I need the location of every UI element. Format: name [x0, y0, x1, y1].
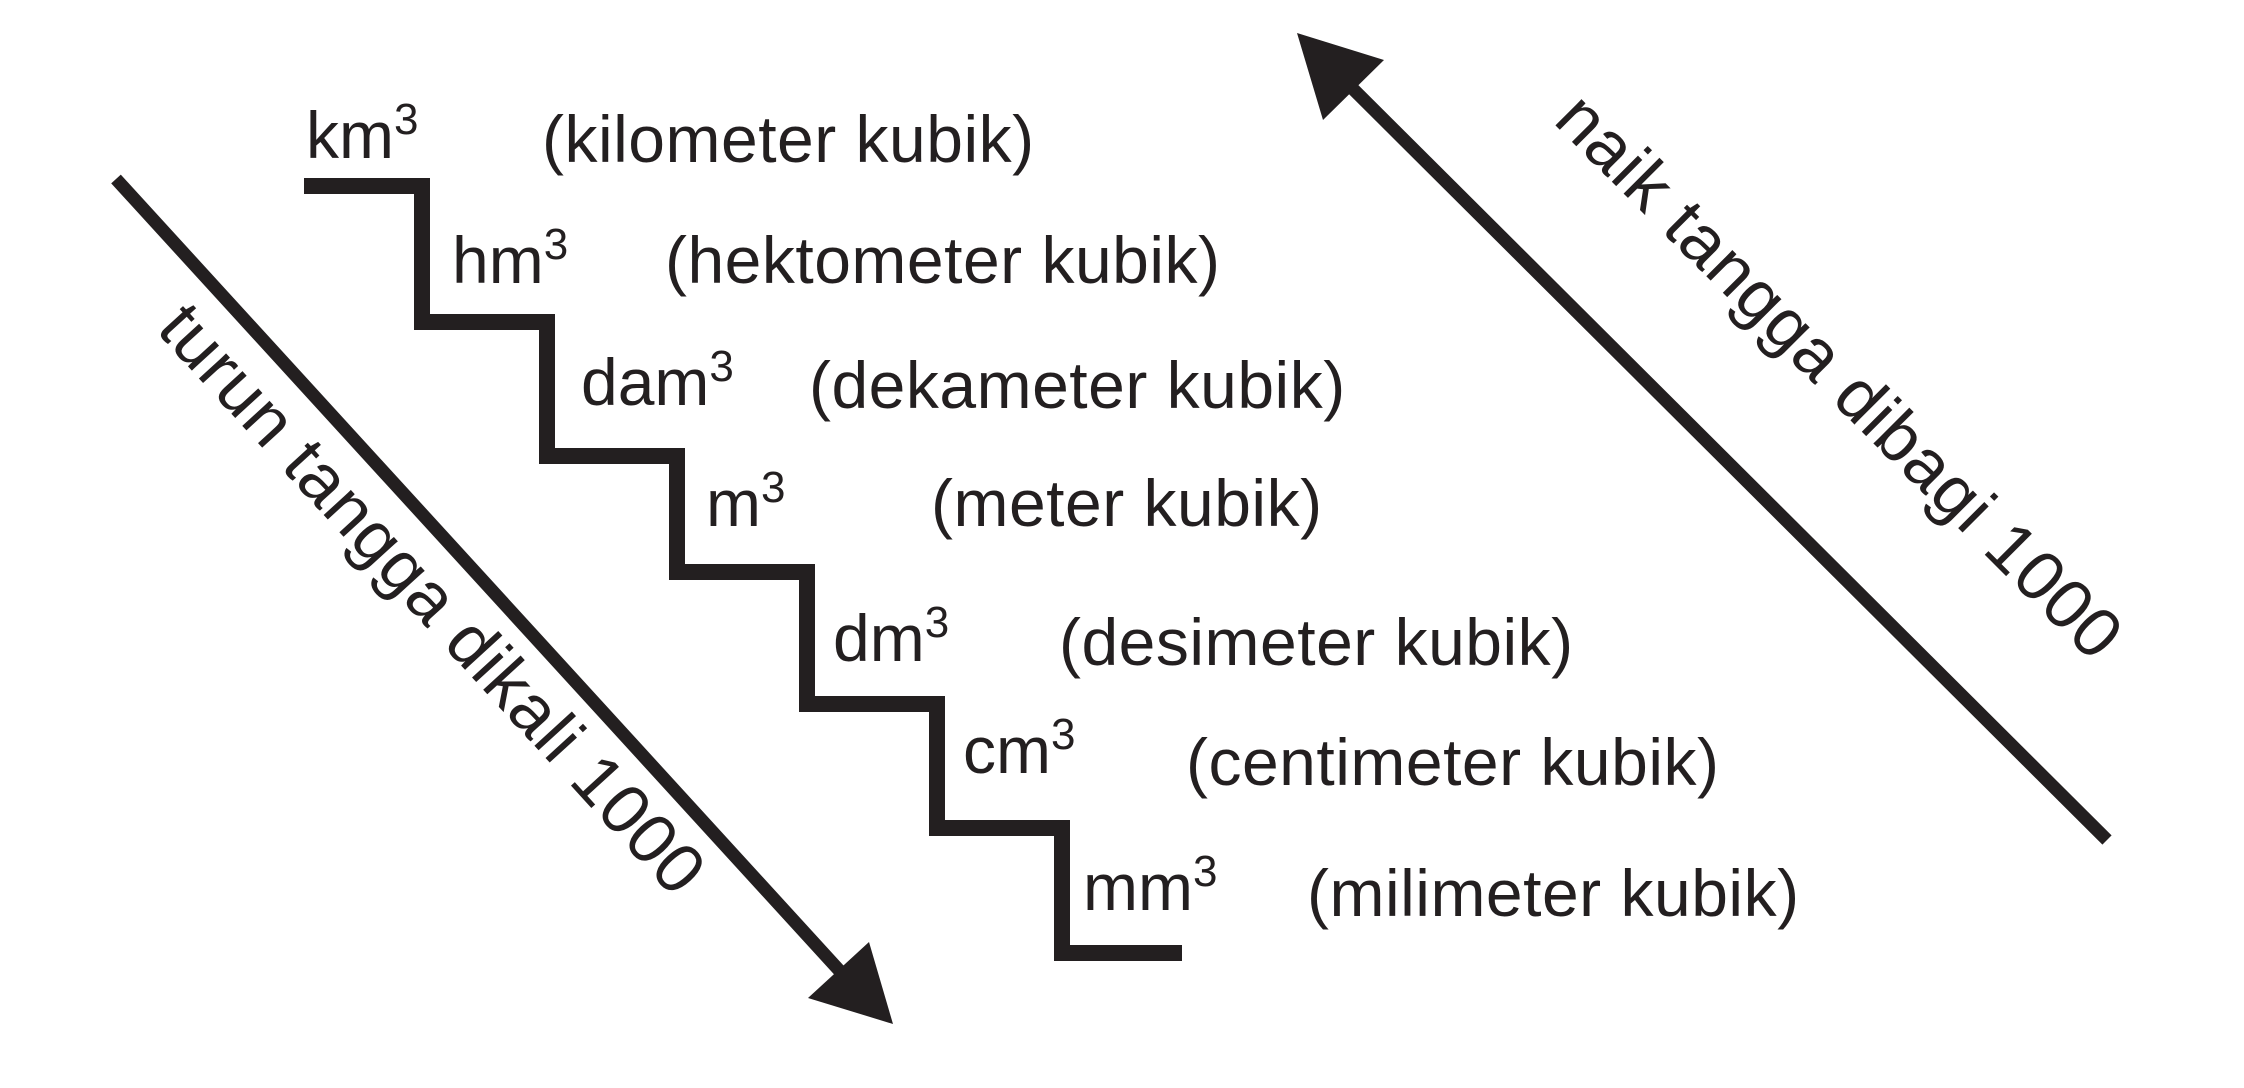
up-arrow-label: naik tangga dibagi 1000	[1541, 77, 2138, 674]
unit-m3: m3	[706, 463, 785, 540]
unit-dam3: dam3	[581, 342, 734, 419]
arrow-up-left-icon	[1297, 33, 2112, 845]
unit-name-mm3: (milimeter kubik)	[1307, 856, 1800, 930]
unit-km3: km3	[306, 95, 418, 172]
unit-name-cm3: (centimeter kubik)	[1186, 725, 1720, 799]
unit-name-dam3: (dekameter kubik)	[809, 348, 1346, 422]
unit-cm3: cm3	[963, 710, 1075, 787]
unit-hm3: hm3	[452, 220, 568, 297]
staircase-line	[304, 178, 1182, 961]
unit-name-dm3: (desimeter kubik)	[1059, 605, 1574, 679]
unit-name-hm3: (hektometer kubik)	[665, 223, 1221, 297]
unit-name-m3: (meter kubik)	[931, 466, 1323, 540]
unit-name-km3: (kilometer kubik)	[542, 102, 1035, 176]
unit-dm3: dm3	[833, 598, 949, 675]
unit-mm3: mm3	[1083, 847, 1217, 924]
arrow-down-right-icon	[111, 174, 893, 1024]
